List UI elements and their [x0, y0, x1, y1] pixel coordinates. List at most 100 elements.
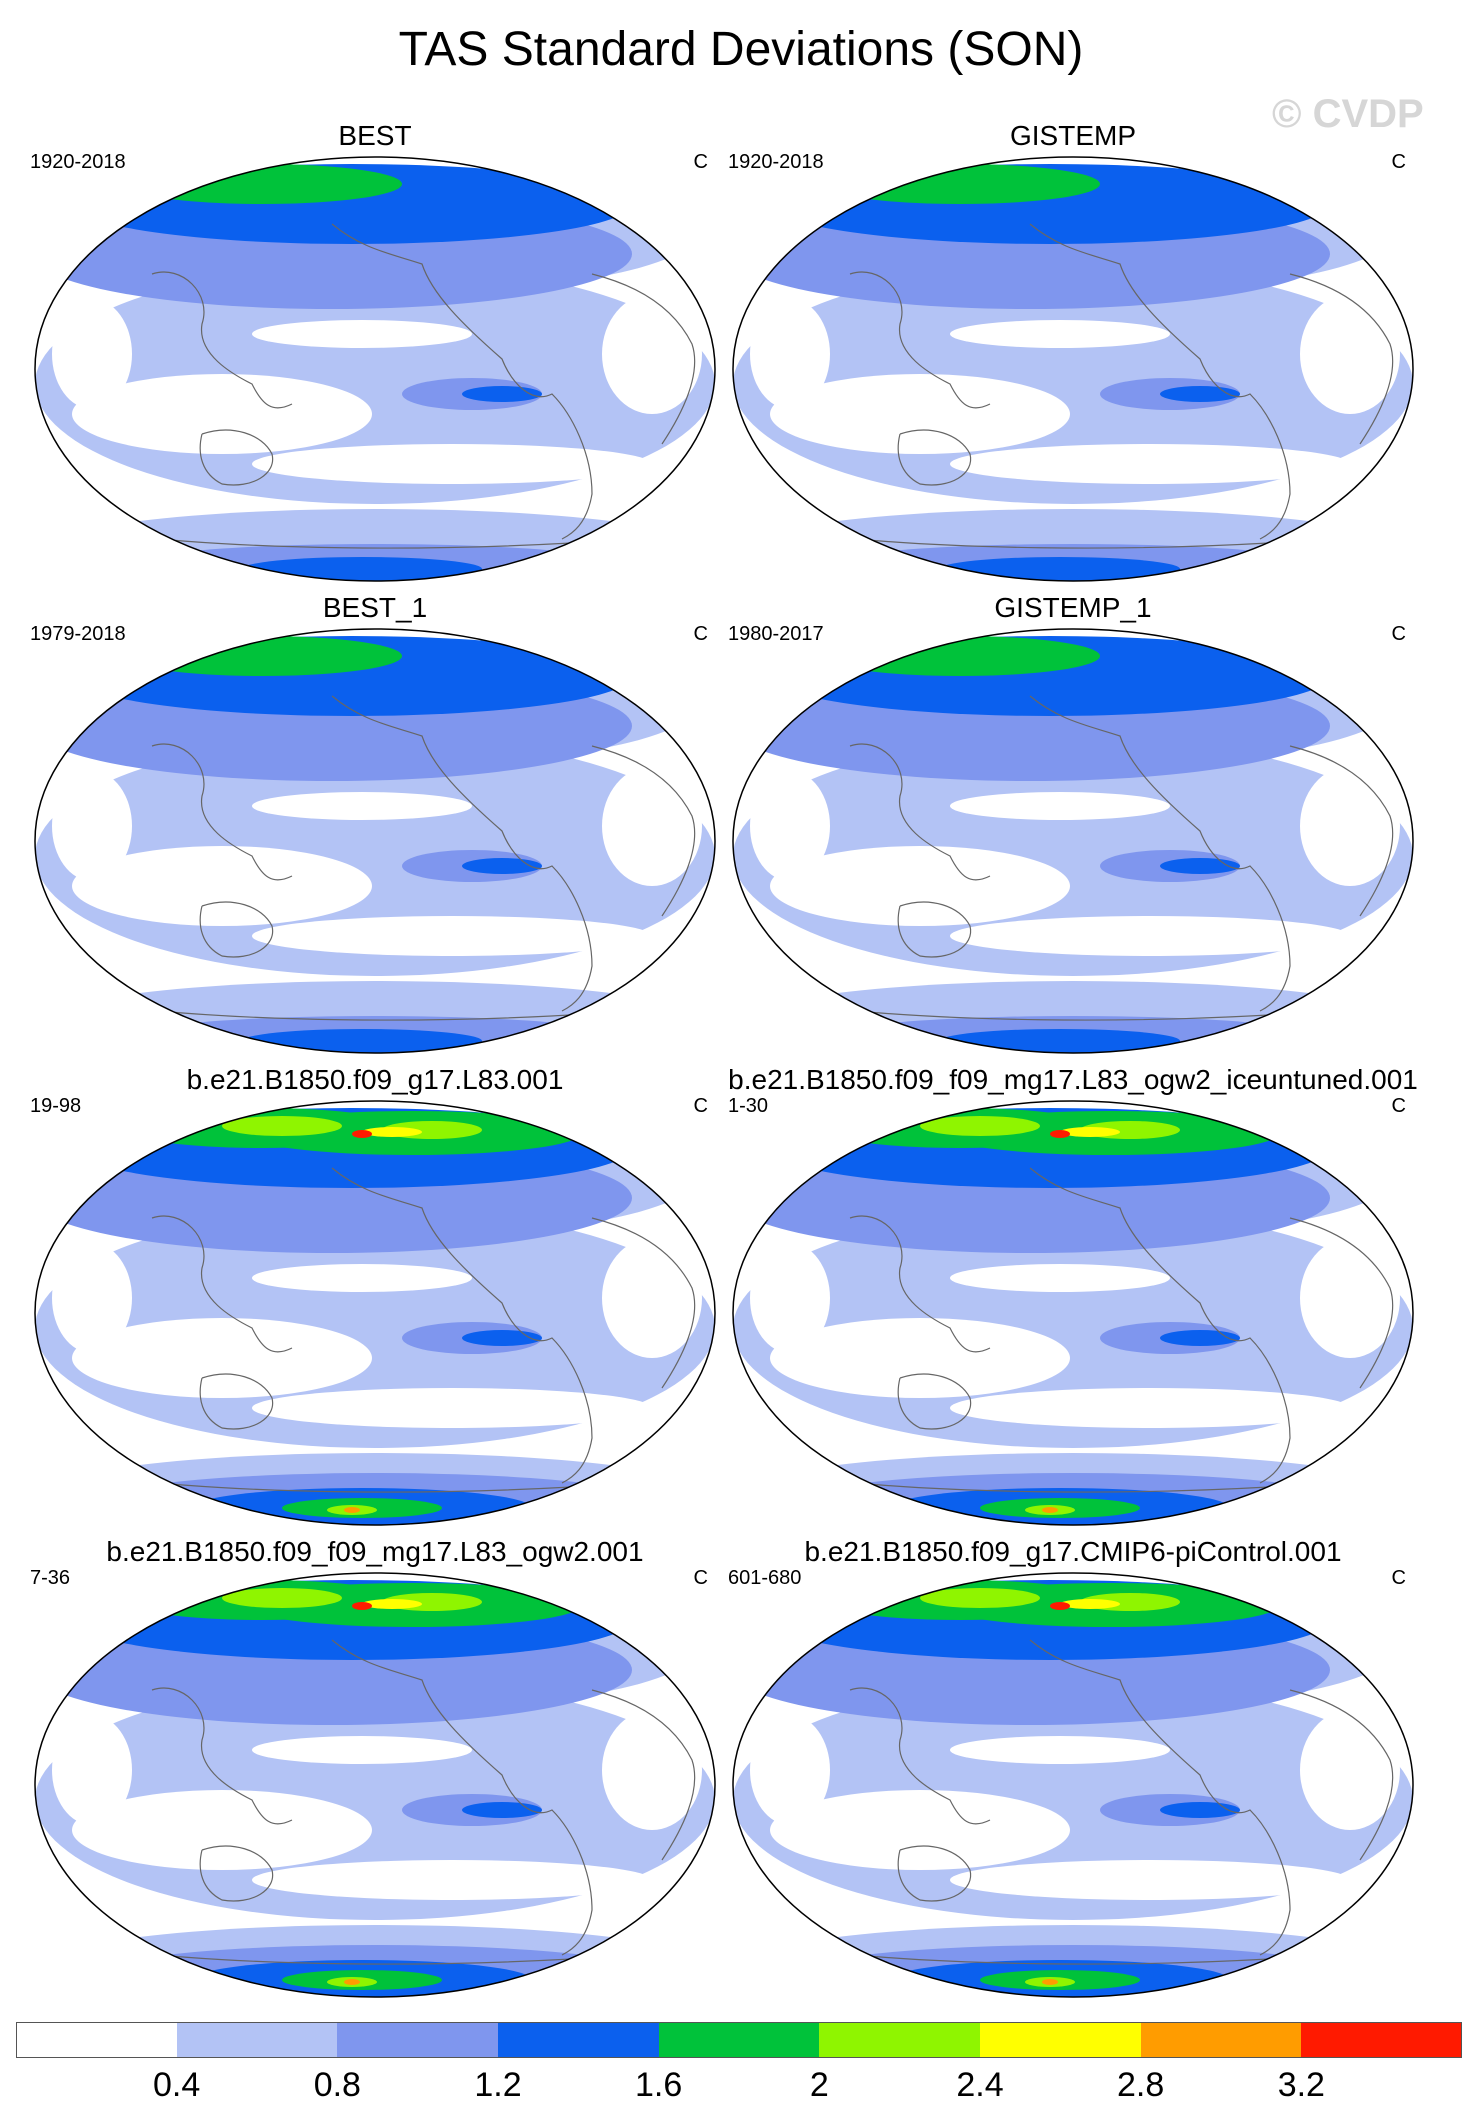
- panel-period: 1920-2018: [30, 151, 126, 173]
- contour-region: [252, 1860, 652, 1900]
- coastline: [331, 695, 593, 1012]
- coastline: [1289, 745, 1394, 917]
- map-panel: GISTEMP 1920-2018 C: [720, 118, 1426, 588]
- coastline: [151, 271, 293, 409]
- map-panel: BEST_1 1979-2018 C: [22, 590, 728, 1060]
- map-panel: b.e21.B1850.f09_g17.L83.001 19-98 C: [22, 1062, 728, 1532]
- map-panel: b.e21.B1850.f09_f09_mg17.L83_ogw2_iceunt…: [720, 1062, 1426, 1532]
- coastline: [151, 1687, 293, 1825]
- coastline: [591, 745, 696, 917]
- map-panel: b.e21.B1850.f09_g17.CMIP6-piControl.001 6…: [720, 1534, 1426, 2004]
- contour-region: [1300, 766, 1400, 886]
- colorbar-label: 1.2: [474, 2066, 522, 2104]
- contour-region: [1042, 1979, 1058, 1985]
- colorbar-frame: [16, 2022, 1462, 2058]
- coastline: [1029, 1639, 1291, 1956]
- contour-region: [72, 846, 372, 926]
- panel-units: C: [1391, 1095, 1406, 1117]
- contour-region: [352, 1130, 372, 1138]
- coastline: [199, 901, 274, 958]
- colorbar-cell: [16, 2022, 177, 2058]
- contour-region: [72, 1790, 372, 1870]
- colorbar-label: 3.2: [1277, 2066, 1325, 2104]
- panel-period: 1920-2018: [728, 151, 824, 173]
- contour-region: [950, 1264, 1170, 1292]
- contour-region: [750, 771, 830, 881]
- world-map: [34, 1100, 716, 1526]
- contour-region: [1160, 1802, 1240, 1818]
- contour-region: [462, 1330, 542, 1346]
- panel-title: b.e21.B1850.f09_g17.CMIP6-piControl.001: [804, 1536, 1342, 1567]
- contour-region: [222, 1116, 342, 1136]
- coastline: [151, 1215, 293, 1353]
- coastline: [331, 223, 593, 540]
- contour-region: [820, 636, 1100, 676]
- colorbar-cell: [980, 2022, 1141, 2058]
- map-panel: BEST 1920-2018 C: [22, 118, 728, 588]
- coastline: [1289, 1217, 1394, 1389]
- map-outline: [732, 1572, 1414, 1998]
- world-map: [34, 628, 716, 1054]
- contour-region: [820, 164, 1100, 204]
- panel-period: 19-98: [30, 1095, 82, 1117]
- panel-period: 1979-2018: [30, 623, 126, 645]
- panel-period: 1-30: [728, 1095, 769, 1117]
- contour-region: [252, 792, 472, 820]
- world-map: [34, 1572, 716, 1998]
- contour-region: [462, 386, 542, 402]
- panel-title: BEST: [338, 120, 412, 151]
- contour-region: [602, 1710, 702, 1830]
- contour-region: [940, 1029, 1180, 1053]
- map-outline: [732, 156, 1414, 582]
- panel-period: 601-680: [728, 1567, 802, 1589]
- panel-title: BEST_1: [322, 592, 428, 623]
- contour-region: [252, 916, 652, 956]
- contour-region: [52, 299, 132, 409]
- contour-region: [1160, 858, 1240, 874]
- contour-region: [1300, 1710, 1400, 1830]
- coastline: [331, 1639, 593, 1956]
- coastline: [1029, 695, 1291, 1012]
- coastline: [199, 1373, 274, 1430]
- contour-region: [950, 1860, 1350, 1900]
- colorbar-label: 0.8: [313, 2066, 361, 2104]
- contour-region: [1300, 1238, 1400, 1358]
- map-outline: [732, 628, 1414, 1054]
- coastline: [897, 1845, 972, 1902]
- coastline: [1289, 273, 1394, 445]
- contour-region: [52, 771, 132, 881]
- contour-region: [252, 1736, 472, 1764]
- coastline: [1029, 223, 1291, 540]
- contour-region: [252, 320, 472, 348]
- coastline: [151, 743, 293, 881]
- contour-region: [940, 557, 1180, 581]
- contour-region: [122, 636, 402, 676]
- contour-region: [750, 1243, 830, 1353]
- colorbar: [16, 2022, 1462, 2058]
- contour-region: [462, 1802, 542, 1818]
- colorbar-cell: [176, 2022, 338, 2058]
- contour-region: [1160, 1330, 1240, 1346]
- coastline: [849, 743, 991, 881]
- figure-title: TAS Standard Deviations (SON): [398, 23, 1084, 76]
- colorbar-cell: [1140, 2022, 1302, 2058]
- contour-region: [770, 846, 1070, 926]
- contour-region: [252, 1264, 472, 1292]
- coastline: [199, 429, 274, 486]
- coastline: [849, 1687, 991, 1825]
- contour-region: [950, 1388, 1350, 1428]
- panel-period: 7-36: [30, 1567, 71, 1589]
- panel-units: C: [693, 1567, 708, 1589]
- colorbar-label: 2.8: [1117, 2066, 1165, 2104]
- contour-region: [920, 1116, 1040, 1136]
- panel-units: C: [1391, 1567, 1406, 1589]
- map-outline: [34, 1100, 716, 1526]
- panel-title: GISTEMP: [1009, 120, 1136, 151]
- contour-region: [1050, 1130, 1070, 1138]
- contour-region: [1050, 1602, 1070, 1610]
- panel-units: C: [693, 623, 708, 645]
- world-map: [732, 628, 1414, 1054]
- coastline: [897, 1373, 972, 1430]
- coastline: [331, 1167, 593, 1484]
- world-map: [732, 1100, 1414, 1526]
